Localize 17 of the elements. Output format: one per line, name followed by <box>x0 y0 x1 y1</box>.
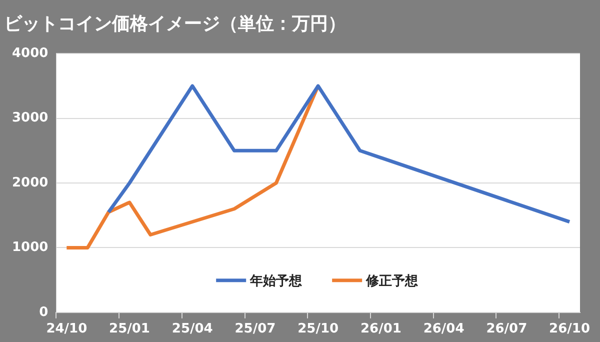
legend-label: 修正予想 <box>365 272 420 289</box>
x-tick-label: 25/07 <box>234 322 276 337</box>
x-tick-label: 25/01 <box>109 322 150 337</box>
x-tick-label: 26/07 <box>486 322 528 337</box>
x-tick-label: 26/04 <box>423 322 464 337</box>
x-tick-label: 26/01 <box>360 322 402 337</box>
y-tick-label: 1000 <box>12 240 48 256</box>
legend-label: 年始予想 <box>249 272 304 289</box>
x-tick-label: 26/10 <box>549 322 590 337</box>
x-tick-label: 25/10 <box>298 322 339 337</box>
y-tick-label: 0 <box>39 304 48 320</box>
y-tick-label: 3000 <box>12 110 48 126</box>
x-tick-label: 25/04 <box>172 322 213 337</box>
x-tick-label: 24/10 <box>46 322 88 337</box>
y-tick-label: 4000 <box>12 46 48 61</box>
chart-title: ビットコイン価格イメージ（単位：万円） <box>4 13 346 34</box>
y-tick-label: 2000 <box>12 175 48 190</box>
